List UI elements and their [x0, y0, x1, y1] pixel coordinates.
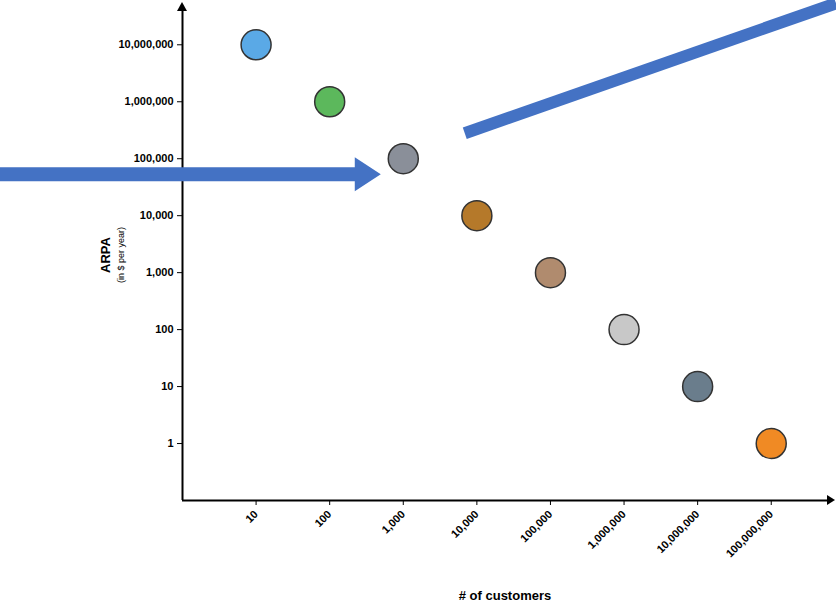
- svg-text:10,000: 10,000: [140, 209, 174, 221]
- svg-text:10,000,000: 10,000,000: [118, 38, 173, 50]
- svg-text:100: 100: [155, 323, 173, 335]
- svg-text:ARPA: ARPA: [98, 236, 113, 272]
- svg-text:100,000: 100,000: [518, 508, 555, 545]
- svg-text:1,000,000: 1,000,000: [585, 508, 628, 551]
- svg-text:(in $ per year): (in $ per year): [116, 227, 126, 283]
- svg-text:1,000,000: 1,000,000: [125, 95, 174, 107]
- svg-text:100: 100: [312, 508, 333, 529]
- svg-text:100,000,000: 100,000,000: [723, 508, 775, 560]
- svg-text:100,000: 100,000: [134, 152, 174, 164]
- svg-text:10,000,000: 10,000,000: [654, 508, 701, 555]
- svg-text:10: 10: [161, 380, 173, 392]
- svg-text:# of customers: # of customers: [459, 588, 551, 603]
- svg-text:1,000: 1,000: [379, 508, 407, 536]
- svg-text:1,000: 1,000: [146, 266, 174, 278]
- svg-text:10,000: 10,000: [448, 508, 480, 540]
- svg-text:10: 10: [243, 508, 260, 525]
- svg-text:1: 1: [167, 437, 173, 449]
